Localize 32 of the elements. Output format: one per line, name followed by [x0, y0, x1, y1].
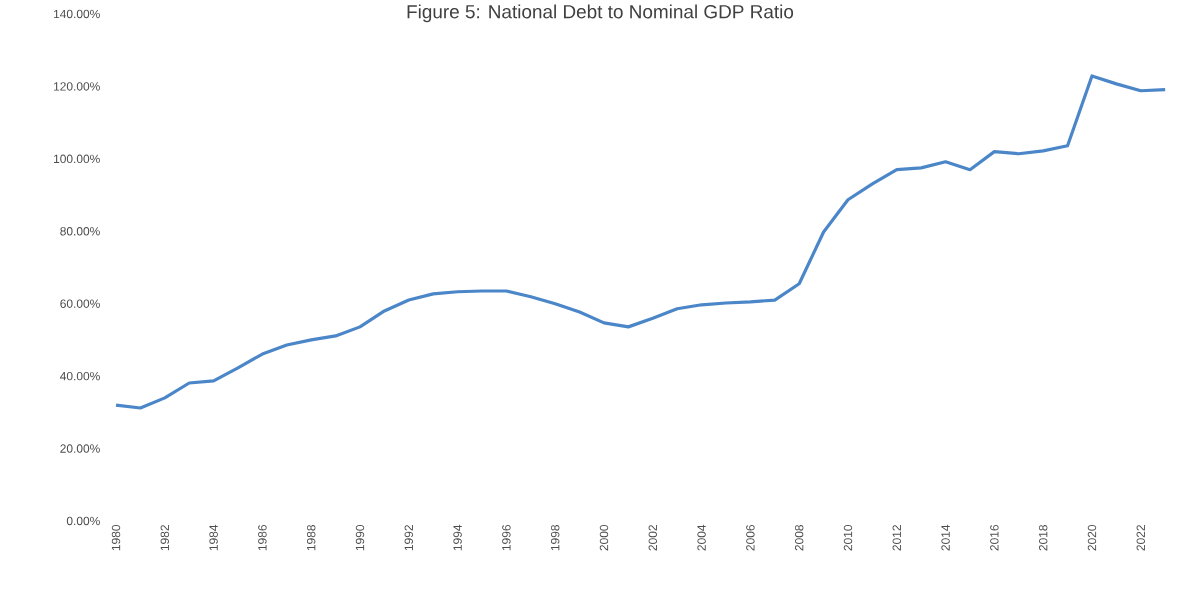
x-tick-label: 2000	[599, 524, 609, 551]
x-tick-label: 2022	[1136, 525, 1145, 551]
x-tick-label: 1990	[355, 524, 365, 551]
x-tick-label: 1988	[306, 525, 316, 551]
x-tick-label: 2008	[794, 525, 804, 551]
y-tick-label: 80.00%	[60, 227, 100, 236]
x-tick-label: 1994	[453, 524, 462, 551]
chart-title: Figure 5: National Debt to Nominal GDP Ratio	[407, 4, 794, 23]
line-series	[114, 74, 1167, 410]
x-tick-label: 2020	[1087, 524, 1097, 551]
y-tick-label: 20.00%	[60, 444, 100, 453]
y-tick-label: 40.00%	[60, 371, 100, 381]
x-tick-label: 2014	[941, 524, 950, 551]
x-tick-label: 1992	[404, 525, 414, 551]
x-tick-label: 1986	[258, 525, 267, 551]
x-tick-label: 1998	[550, 525, 560, 551]
x-tick-label: 2002	[648, 525, 658, 551]
x-tick-label: 1984	[209, 524, 218, 551]
x-tick-label: 2010	[843, 524, 853, 551]
y-tick-label: 140.00%	[54, 9, 100, 19]
x-tick-label: 2004	[697, 524, 706, 551]
y-tick-label: 60.00%	[60, 299, 100, 308]
x-tick-label: 1980	[111, 524, 121, 551]
x-tick-label: 2006	[746, 525, 755, 551]
x-tick-label: 2016	[990, 525, 999, 551]
y-tick-label: 120.00%	[54, 82, 100, 91]
x-tick-label: 1982	[160, 525, 170, 551]
x-tick-label: 2012	[892, 525, 901, 551]
y-tick-label: 100.00%	[54, 154, 100, 164]
y-tick-label: 0.00%	[66, 516, 100, 526]
x-tick-label: 1996	[502, 525, 511, 551]
x-tick-label: 2018	[1038, 525, 1048, 551]
